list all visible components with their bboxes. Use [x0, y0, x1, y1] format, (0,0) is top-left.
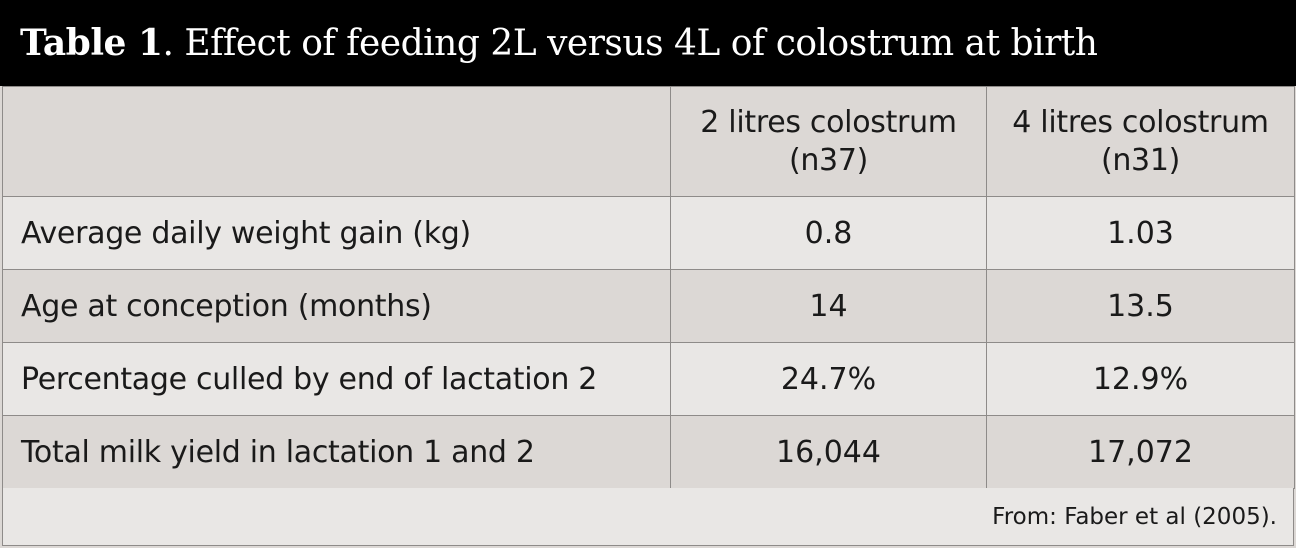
table-title: Table 1. Effect of feeding 2L versus 4L …: [0, 0, 1296, 86]
row-label-weight-gain: Average daily weight gain (kg): [2, 196, 671, 270]
row-label-percentage-culled: Percentage culled by end of lactation 2: [2, 342, 671, 416]
cell-2l-milk-yield: 16,044: [670, 415, 987, 489]
cell-4l-milk-yield: 17,072: [986, 415, 1295, 489]
header-4-litres: 4 litres colostrum (n31): [986, 86, 1295, 197]
header-4-litres-title: 4 litres colostrum: [1012, 104, 1269, 140]
source-citation: From: Faber et al (2005).: [992, 504, 1277, 530]
table-row: Total milk yield in lactation 1 and 2 16…: [2, 415, 1295, 489]
cell-4l-age-conception: 13.5: [986, 269, 1295, 343]
cell-4l-percentage-culled: 12.9%: [986, 342, 1295, 416]
header-2-litres: 2 litres colostrum (n37): [670, 86, 987, 197]
table-row: Average daily weight gain (kg) 0.8 1.03: [2, 196, 1295, 270]
cell-2l-age-conception: 14: [670, 269, 987, 343]
table-row: Age at conception (months) 14 13.5: [2, 269, 1295, 343]
header-corner-cell: [2, 86, 671, 197]
cell-4l-weight-gain: 1.03: [986, 196, 1295, 270]
table-row: Percentage culled by end of lactation 2 …: [2, 342, 1295, 416]
table-caption: . Effect of feeding 2L versus 4L of colo…: [162, 22, 1098, 64]
data-table: 2 litres colostrum (n37) 4 litres colost…: [2, 86, 1295, 489]
source-footer: From: Faber et al (2005).: [2, 488, 1294, 546]
row-label-milk-yield: Total milk yield in lactation 1 and 2: [2, 415, 671, 489]
header-2-litres-title: 2 litres colostrum: [700, 104, 957, 140]
row-label-age-conception: Age at conception (months): [2, 269, 671, 343]
table-number: Table 1: [20, 22, 163, 64]
header-4-litres-count: (n31): [1100, 142, 1181, 178]
cell-2l-weight-gain: 0.8: [670, 196, 987, 270]
cell-2l-percentage-culled: 24.7%: [670, 342, 987, 416]
header-2-litres-count: (n37): [788, 142, 869, 178]
header-row: 2 litres colostrum (n37) 4 litres colost…: [2, 86, 1295, 197]
